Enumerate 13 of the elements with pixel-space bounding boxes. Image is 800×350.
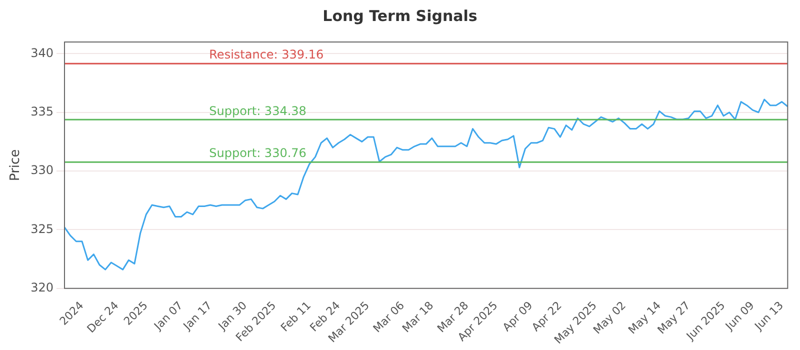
- x-tick-label: Dec 24: [84, 298, 122, 336]
- chart-title: Long Term Signals: [322, 6, 478, 27]
- ref-line-label: Support: 330.76: [209, 146, 306, 160]
- y-tick-label: 335: [30, 104, 54, 118]
- x-tick-label: Jan 17: [180, 298, 214, 334]
- y-tick-label: 330: [30, 163, 54, 178]
- y-axis-title: Price: [8, 149, 24, 182]
- y-tick-label: 320: [30, 280, 54, 294]
- x-tick-label: Jun 13: [752, 298, 786, 334]
- y-tick-label: 340: [30, 46, 54, 60]
- ref-line-label: Support: 334.38: [209, 104, 306, 118]
- ref-line-label: Resistance: 339.16: [209, 48, 324, 62]
- y-tick-label: 325: [30, 222, 54, 236]
